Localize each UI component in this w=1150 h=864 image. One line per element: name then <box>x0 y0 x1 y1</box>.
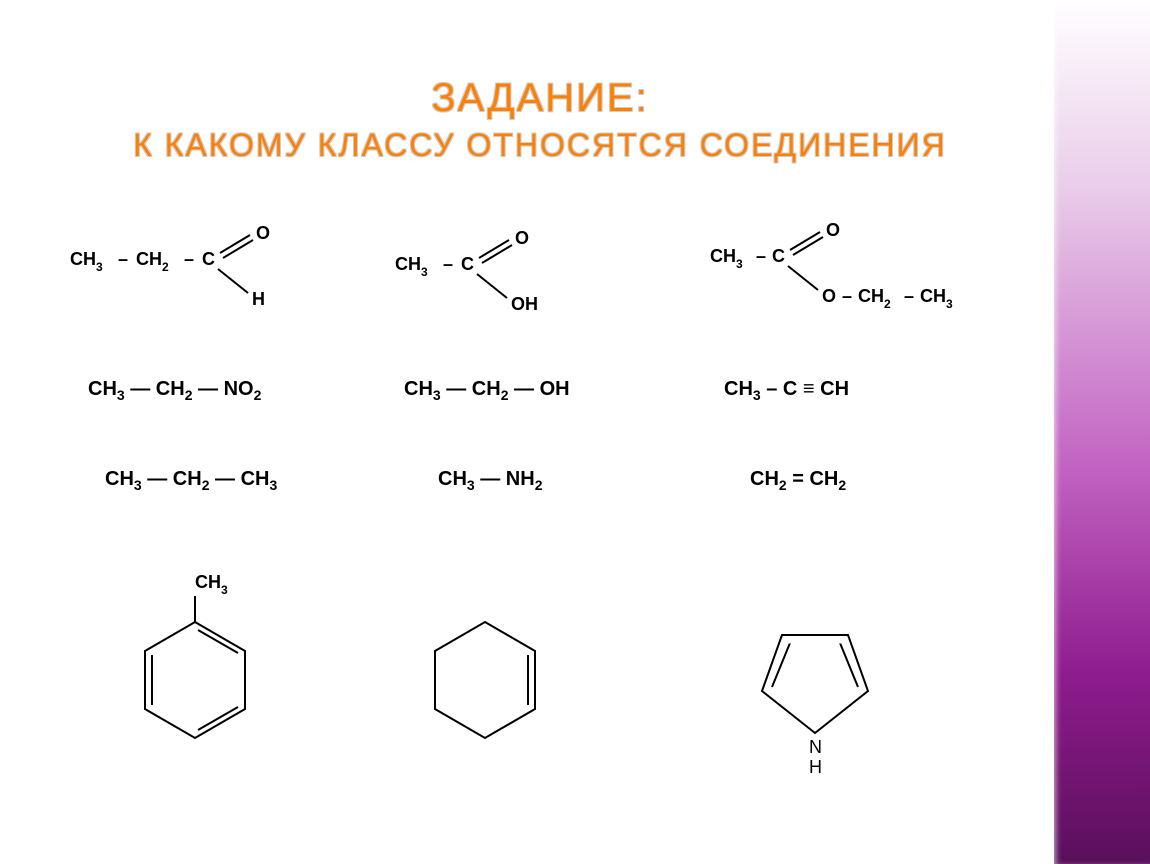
svg-text:CH3: CH3 <box>710 246 743 271</box>
molecule-ethene: CH2 = CH2 <box>750 468 846 493</box>
slide-title: ЗАДАНИЕ: К КАКОМУ КЛАССУ ОТНОСЯТСЯ СОЕДИ… <box>40 76 1040 164</box>
title-line2: К КАКОМУ КЛАССУ ОТНОСЯТСЯ СОЕДИНЕНИЯ <box>40 127 1040 164</box>
molecule-pyrrole: N H <box>740 605 890 790</box>
molecule-toluene: CH3 <box>115 570 275 785</box>
molecule-propane: CH3 — CH2 — CH3 <box>105 468 277 493</box>
molecule-ethanol: CH3 — CH2 — OH <box>404 378 570 403</box>
svg-text:O: O <box>515 228 529 248</box>
molecule-methylamine: CH3 — NH2 <box>438 468 542 493</box>
right-gradient-strip <box>1054 0 1150 864</box>
svg-text:CH2: CH2 <box>858 286 891 311</box>
svg-text:C: C <box>772 246 785 266</box>
molecule-propanal: CH3 – CH2 – C O H <box>70 225 300 325</box>
svg-text:–: – <box>184 249 194 269</box>
molecule-cyclohexene <box>405 600 565 785</box>
molecule-ethyl-acetate: CH3 – C O O – CH2 – CH3 <box>710 222 1030 332</box>
svg-text:CH3: CH3 <box>195 572 228 597</box>
molecule-nitroethane: CH3 — CH2 — NO2 <box>88 378 261 403</box>
svg-text:–: – <box>118 249 128 269</box>
svg-text:O: O <box>826 220 840 240</box>
svg-text:N: N <box>809 737 822 757</box>
title-line1: ЗАДАНИЕ: <box>40 76 1040 121</box>
svg-text:O: O <box>822 286 836 306</box>
svg-text:C: C <box>461 254 474 274</box>
svg-text:C: C <box>202 249 215 269</box>
svg-text:CH3: CH3 <box>395 254 428 279</box>
svg-text:H: H <box>252 289 265 309</box>
svg-text:–: – <box>756 246 766 266</box>
svg-text:O: O <box>256 223 270 243</box>
svg-text:–: – <box>443 254 453 274</box>
molecule-acetic-acid: CH3 – C O OH <box>395 230 605 330</box>
molecule-propyne: CH3 – C ≡ CH <box>724 378 849 403</box>
svg-text:H: H <box>809 757 822 777</box>
svg-text:CH2: CH2 <box>136 249 169 274</box>
svg-text:CH3: CH3 <box>920 286 953 311</box>
svg-text:–: – <box>842 286 852 306</box>
svg-text:CH3: CH3 <box>70 249 103 274</box>
svg-text:–: – <box>904 286 914 306</box>
svg-text:OH: OH <box>511 294 538 314</box>
